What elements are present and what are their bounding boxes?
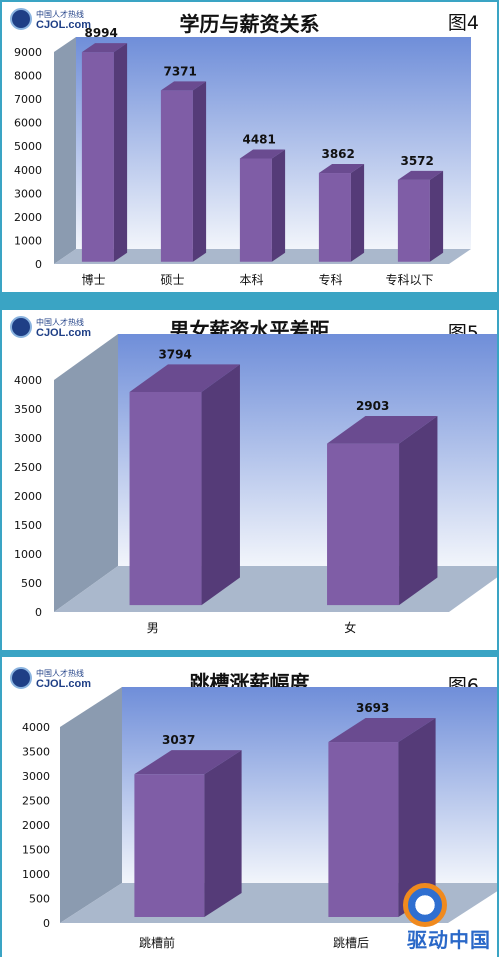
bar-top-3: [318, 164, 365, 174]
data-label-1: 2903: [356, 399, 389, 413]
y-tick-label: 2500: [22, 795, 50, 808]
chart-panel-gender: 中国人才热线 CJOL.com 男女薪资水平差距 图5 0 500 1000 1500…: [2, 310, 497, 650]
logo-english-text: CJOL.com: [36, 19, 92, 31]
bar-top-0: [134, 750, 242, 775]
chart-title: 学历与薪资关系: [179, 12, 320, 36]
logo-chinese-text: 中国人才热线: [36, 669, 84, 678]
cjol-logo: 中国人才热线 CJOL.com: [10, 8, 100, 38]
y-tick-label: 9000: [14, 46, 42, 59]
watermark-logo-icon: [403, 883, 447, 927]
bar-chart-education: 0 1000 2000 3000 4000 5000 6000 7000 8000 9000 899…: [14, 26, 471, 287]
logo-chinese-text: 中国人才热线: [36, 318, 84, 327]
bar-front-0: [134, 774, 205, 917]
y-tick-label: 2000: [22, 819, 50, 832]
watermark-text: 驱动中国: [407, 928, 491, 952]
y-tick-label: 4000: [22, 721, 50, 734]
bar-top-1: [327, 416, 438, 444]
bar-front-1: [160, 90, 193, 262]
y-tick-label: 1000: [14, 234, 42, 247]
chart-panel-job-hopping: 中国人才热线 CJOL.com 跳槽涨薪幅度 图6 0 500 1000 1500 20…: [2, 657, 497, 957]
logo-chinese-text: 中国人才热线: [36, 10, 84, 19]
category-label-2: 本科: [239, 273, 263, 287]
logo-english-text: CJOL.com: [36, 327, 92, 339]
cjol-logo-icon: [10, 316, 32, 338]
data-label-2: 4481: [242, 132, 275, 146]
category-label-1: 硕士: [160, 273, 184, 287]
chart-side-wall: [60, 687, 122, 923]
y-tick-label: 2000: [14, 490, 42, 503]
bar-front-3: [318, 173, 351, 262]
y-tick-label: 4000: [14, 164, 42, 177]
data-label-1: 7371: [163, 64, 196, 78]
bar-side-4: [429, 170, 444, 262]
bar-side-1: [398, 718, 436, 917]
bar-side-0: [113, 43, 128, 262]
bar-side-0: [204, 750, 242, 917]
bar-top-4: [397, 170, 444, 180]
y-tick-label: 3500: [14, 403, 42, 416]
bar-top-2: [239, 149, 286, 159]
bar-top-0: [81, 43, 128, 53]
bar-side-1: [399, 416, 438, 606]
category-label-4: 专科以下: [385, 272, 433, 287]
y-tick-label: 500: [21, 577, 42, 590]
data-label-0: 3794: [158, 347, 191, 361]
category-label-0: 男: [147, 621, 159, 635]
data-label-0: 3037: [162, 733, 195, 747]
category-label-0: 跳槽前: [139, 935, 175, 950]
bar-side-0: [201, 364, 240, 606]
y-tick-label: 3000: [22, 770, 50, 783]
y-tick-label: 1000: [22, 868, 50, 881]
y-tick-label: 2500: [14, 461, 42, 474]
data-label-4: 3572: [400, 154, 433, 168]
y-tick-label: 5000: [14, 140, 42, 153]
bar-side-3: [350, 164, 365, 262]
bar-side-2: [271, 149, 286, 262]
chart-side-wall: [54, 334, 118, 612]
y-tick-label: 2000: [14, 211, 42, 224]
y-tick-label: 6000: [14, 117, 42, 130]
y-tick-label: 8000: [14, 70, 42, 83]
bar-front-0: [129, 391, 202, 606]
cjol-logo: 中国人才热线 CJOL.com: [10, 667, 100, 697]
chart-side-wall: [54, 37, 76, 264]
y-tick-label: 1500: [22, 844, 50, 857]
y-tick-label: 1500: [14, 519, 42, 532]
data-label-0: 8994: [84, 26, 117, 40]
watermark: 驱动中国: [379, 883, 491, 953]
cjol-logo-icon: [10, 8, 32, 30]
bar-front-4: [397, 179, 430, 262]
bar-top-1: [160, 81, 207, 91]
y-tick-label: 4000: [14, 374, 42, 387]
y-tick-label: 0: [43, 917, 50, 930]
bar-front-1: [327, 443, 400, 606]
cjol-logo: 中国人才热线 CJOL.com: [10, 316, 100, 346]
logo-english-text: CJOL.com: [36, 678, 92, 690]
bar-chart-gender: 0 500 1000 1500 2000 2500 3000 3500 4000 3794 男 290…: [14, 334, 497, 635]
category-label-1: 跳槽后: [333, 936, 369, 950]
category-label-0: 博士: [81, 272, 105, 287]
bar-top-0: [129, 364, 240, 392]
y-tick-label: 0: [35, 606, 42, 619]
y-tick-label: 3000: [14, 187, 42, 200]
bar-chart-job-hopping: 0 500 1000 1500 2000 2500 3000 3500 4000 3037 跳槽前 3…: [22, 687, 497, 950]
data-label-1: 3693: [356, 701, 389, 715]
category-label-3: 专科: [318, 272, 342, 287]
figure-label: 图4: [447, 12, 479, 34]
bar-top-1: [328, 718, 436, 743]
chart-panel-education: 中国人才热线 CJOL.com 学历与薪资关系 图4 0 1000 2000 3000…: [2, 2, 497, 292]
y-tick-label: 3000: [14, 432, 42, 445]
bar-front-1: [328, 742, 399, 917]
bar-front-2: [239, 158, 272, 262]
cjol-logo-icon: [10, 667, 32, 689]
y-tick-label: 3500: [22, 746, 50, 759]
data-label-3: 3862: [321, 147, 354, 161]
bar-front-0: [81, 52, 114, 262]
y-tick-label: 500: [29, 893, 50, 906]
y-tick-label: 7000: [14, 93, 42, 106]
y-tick-label: 1000: [14, 548, 42, 561]
bar-side-1: [192, 81, 207, 262]
y-tick-label: 0: [35, 258, 42, 271]
category-label-1: 女: [344, 620, 356, 635]
